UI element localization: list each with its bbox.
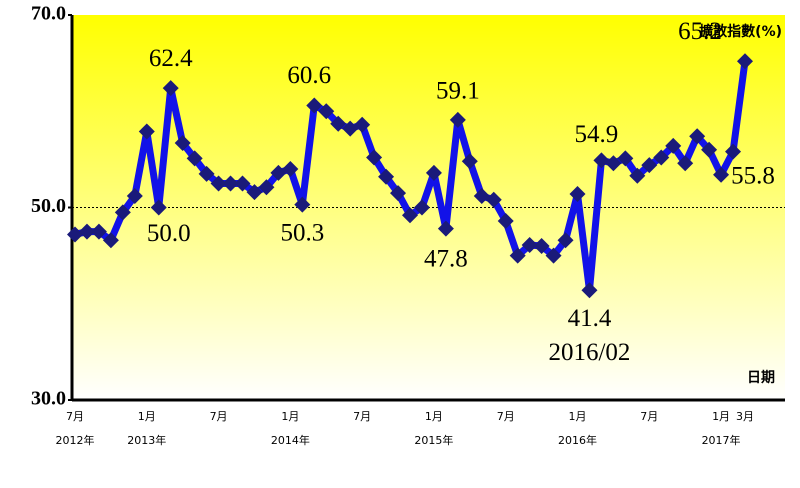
data-point bbox=[533, 238, 550, 254]
data-point bbox=[174, 135, 191, 152]
value-label: 62.4 bbox=[149, 45, 193, 72]
data-point bbox=[150, 199, 167, 216]
data-point bbox=[162, 80, 179, 97]
data-point bbox=[413, 199, 430, 216]
data-point bbox=[581, 282, 598, 299]
data-point bbox=[605, 155, 622, 172]
data-point bbox=[378, 168, 395, 185]
y-tick-label: 70.0 bbox=[31, 3, 66, 25]
data-point bbox=[222, 175, 239, 192]
data-point bbox=[677, 155, 694, 172]
x-tick-label: 1月 bbox=[712, 410, 730, 423]
data-point bbox=[330, 115, 347, 132]
data-point bbox=[713, 166, 730, 183]
x-tick-label: 3月 bbox=[736, 410, 754, 423]
data-point bbox=[67, 226, 83, 243]
x-tick-label: 1月 bbox=[138, 410, 156, 423]
annotation: 2016/02 bbox=[548, 339, 630, 366]
y-axis-label: 擴散指數(%) bbox=[699, 23, 782, 40]
x-year-label: 2017年 bbox=[702, 433, 741, 447]
data-point bbox=[210, 175, 227, 192]
data-point bbox=[449, 111, 466, 128]
data-point bbox=[461, 153, 478, 170]
x-year-label: 2016年 bbox=[558, 433, 597, 447]
data-point bbox=[102, 232, 119, 249]
value-label: 65.2 bbox=[678, 18, 722, 45]
y-tick-label: 30.0 bbox=[31, 388, 66, 410]
data-point bbox=[270, 164, 287, 181]
value-label: 54.9 bbox=[575, 121, 619, 148]
data-point bbox=[557, 232, 574, 249]
x-tick-label: 7月 bbox=[66, 410, 84, 423]
data-point bbox=[78, 223, 95, 240]
x-tick-label: 7月 bbox=[640, 410, 658, 423]
value-label: 60.6 bbox=[287, 62, 331, 89]
data-point bbox=[737, 53, 753, 70]
value-label: 41.4 bbox=[568, 305, 612, 332]
data-point bbox=[294, 196, 311, 213]
annotation: 2017/3 bbox=[670, 0, 739, 1]
data-point bbox=[425, 164, 442, 181]
data-point bbox=[354, 116, 371, 133]
data-point bbox=[665, 137, 682, 154]
data-point bbox=[569, 186, 586, 203]
data-point bbox=[282, 161, 299, 177]
x-tick-label: 1月 bbox=[569, 410, 587, 423]
data-point bbox=[258, 179, 275, 196]
data-point bbox=[437, 220, 454, 237]
data-point bbox=[246, 184, 263, 201]
data-point bbox=[545, 247, 562, 264]
x-tick-label: 7月 bbox=[210, 410, 228, 423]
x-tick-label: 1月 bbox=[281, 410, 299, 423]
data-point bbox=[366, 149, 383, 166]
data-point bbox=[402, 207, 418, 224]
value-label: 50.3 bbox=[280, 219, 324, 246]
x-axis-label: 日期 bbox=[747, 370, 775, 386]
x-year-label: 2015年 bbox=[414, 433, 453, 447]
x-year-label: 2014年 bbox=[271, 433, 310, 447]
data-point bbox=[306, 97, 323, 114]
x-year-label: 2013年 bbox=[127, 433, 166, 447]
data-point bbox=[198, 165, 215, 182]
data-point bbox=[653, 149, 670, 166]
data-point bbox=[473, 187, 490, 204]
x-tick-label: 1月 bbox=[425, 410, 443, 423]
data-point bbox=[641, 157, 658, 174]
data-point bbox=[186, 150, 203, 167]
x-tick-label: 7月 bbox=[497, 410, 515, 423]
data-point bbox=[126, 187, 143, 204]
data-point bbox=[90, 223, 107, 240]
value-label: 59.1 bbox=[436, 78, 480, 105]
data-point bbox=[725, 143, 742, 160]
data-point bbox=[689, 128, 706, 145]
data-point bbox=[318, 103, 335, 120]
data-point bbox=[390, 185, 407, 202]
value-label: 55.8 bbox=[731, 162, 775, 189]
data-point bbox=[521, 237, 538, 254]
data-point bbox=[342, 120, 359, 137]
y-tick-label: 50.0 bbox=[31, 195, 66, 217]
value-label: 47.8 bbox=[424, 245, 468, 272]
data-point bbox=[509, 247, 526, 264]
x-tick-label: 7月 bbox=[353, 410, 371, 423]
data-point bbox=[617, 150, 634, 167]
data-point bbox=[234, 175, 251, 192]
data-point bbox=[485, 191, 502, 208]
value-label: 50.0 bbox=[147, 220, 191, 247]
data-point bbox=[138, 123, 155, 140]
data-point bbox=[629, 167, 646, 184]
data-point bbox=[114, 204, 131, 221]
x-year-label: 2012年 bbox=[56, 433, 95, 447]
data-point bbox=[497, 212, 514, 229]
data-point bbox=[593, 152, 610, 169]
data-point bbox=[701, 141, 718, 158]
